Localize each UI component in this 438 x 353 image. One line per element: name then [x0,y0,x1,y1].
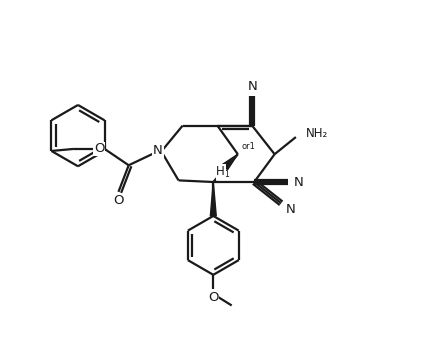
Text: H: H [216,165,225,178]
Text: N: N [285,203,295,216]
Polygon shape [223,154,238,170]
Text: O: O [113,194,124,207]
Text: N: N [153,144,163,157]
Text: O: O [94,142,105,155]
Text: or1: or1 [216,170,230,179]
Polygon shape [210,182,216,216]
Text: or1: or1 [241,142,255,151]
Text: N: N [247,80,257,93]
Text: NH₂: NH₂ [306,127,328,140]
Text: O: O [208,291,219,304]
Text: N: N [293,175,303,189]
